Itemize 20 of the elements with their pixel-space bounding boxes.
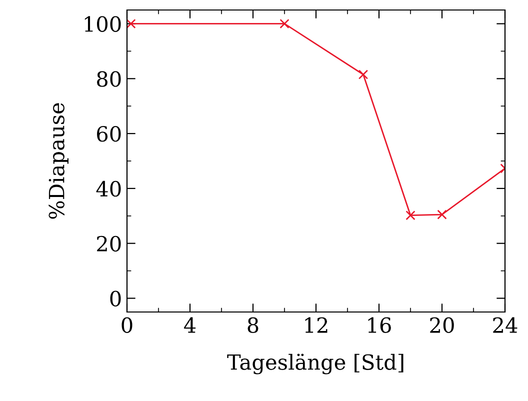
point — [127, 18, 136, 29]
y-tick-label: 20 — [97, 236, 121, 252]
x-tick-label: 20 — [430, 317, 454, 333]
x-tick-label: 12 — [305, 317, 328, 333]
y-tick-label: 80 — [97, 71, 121, 87]
y-tick-label: 40 — [96, 180, 121, 197]
point — [358, 70, 368, 80]
x-axis-title: Tageslänge [Std] — [227, 354, 404, 374]
x-tick-label: 0 — [122, 317, 132, 333]
x-tick-label: 24 — [493, 317, 518, 333]
x-tick-label: 8 — [248, 317, 258, 333]
y-tick-label: 0 — [110, 290, 121, 306]
point — [437, 210, 447, 220]
y-tick-label: 60 — [97, 126, 121, 142]
x-tick-label: 16 — [368, 317, 391, 333]
y-axis-title: %Diapause — [48, 103, 68, 219]
y-tick-label: 100 — [84, 16, 121, 32]
point — [280, 18, 290, 29]
x-tick-label: 4 — [184, 317, 196, 333]
point — [406, 210, 416, 220]
